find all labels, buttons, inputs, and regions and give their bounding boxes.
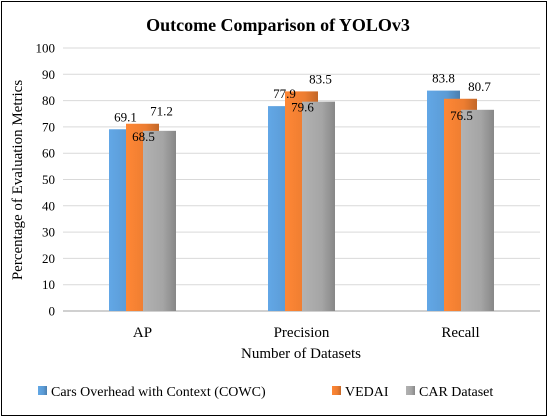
- y-axis-title: Percentage of Evaluation Metrics: [10, 80, 26, 281]
- legend-swatch: [406, 386, 415, 395]
- y-tick-label: 20: [42, 251, 55, 266]
- y-tick-label: 100: [36, 41, 56, 56]
- y-tick-label: 50: [42, 172, 55, 187]
- y-tick-label: 30: [42, 225, 55, 240]
- data-label: 77.9: [273, 86, 296, 101]
- y-axis-ticks: 0 10 20 30 40 50 60 70 80 90 100: [36, 41, 56, 319]
- y-tick-label: 10: [42, 277, 55, 292]
- data-label: 69.1: [114, 109, 137, 124]
- x-category-label: Recall: [441, 325, 479, 341]
- y-tick-label: 0: [49, 304, 56, 319]
- x-category-label: Precision: [274, 325, 330, 341]
- legend-label: VEDAI: [345, 385, 389, 400]
- legend: Cars Overhead with Context (COWC) VEDAI CA…: [38, 385, 493, 400]
- data-label: 68.5: [132, 129, 155, 144]
- y-tick-label: 70: [42, 119, 55, 134]
- data-label: 83.5: [309, 71, 332, 86]
- y-tick-label: 40: [42, 198, 55, 213]
- data-label: 79.6: [291, 100, 314, 115]
- legend-label: Cars Overhead with Context (COWC): [51, 385, 266, 400]
- y-tick-label: 60: [42, 146, 55, 161]
- legend-swatch: [332, 386, 341, 395]
- chart-title: Outcome Comparison of YOLOv3: [146, 15, 410, 35]
- bars: [109, 90, 494, 312]
- bar-precision-series-2: [302, 101, 335, 311]
- y-tick-label: 80: [42, 93, 55, 108]
- x-axis-categories: AP Precision Recall: [133, 325, 480, 341]
- legend-label: CAR Dataset: [419, 385, 493, 400]
- data-label: 80.7: [468, 79, 491, 94]
- bar-recall-series-2: [461, 109, 494, 312]
- data-label: 83.8: [432, 71, 455, 86]
- data-labels: 69.1 71.2 68.5 77.9 83.5 79.6 83.8 80.7 76.5: [114, 71, 491, 144]
- data-label: 76.5: [450, 108, 473, 123]
- x-category-label: AP: [133, 325, 152, 341]
- legend-swatch: [38, 386, 47, 395]
- bar-ap-series-2: [143, 130, 176, 311]
- y-tick-label: 90: [42, 67, 55, 82]
- data-label: 71.2: [150, 104, 173, 119]
- x-axis-title: Number of Datasets: [241, 346, 361, 362]
